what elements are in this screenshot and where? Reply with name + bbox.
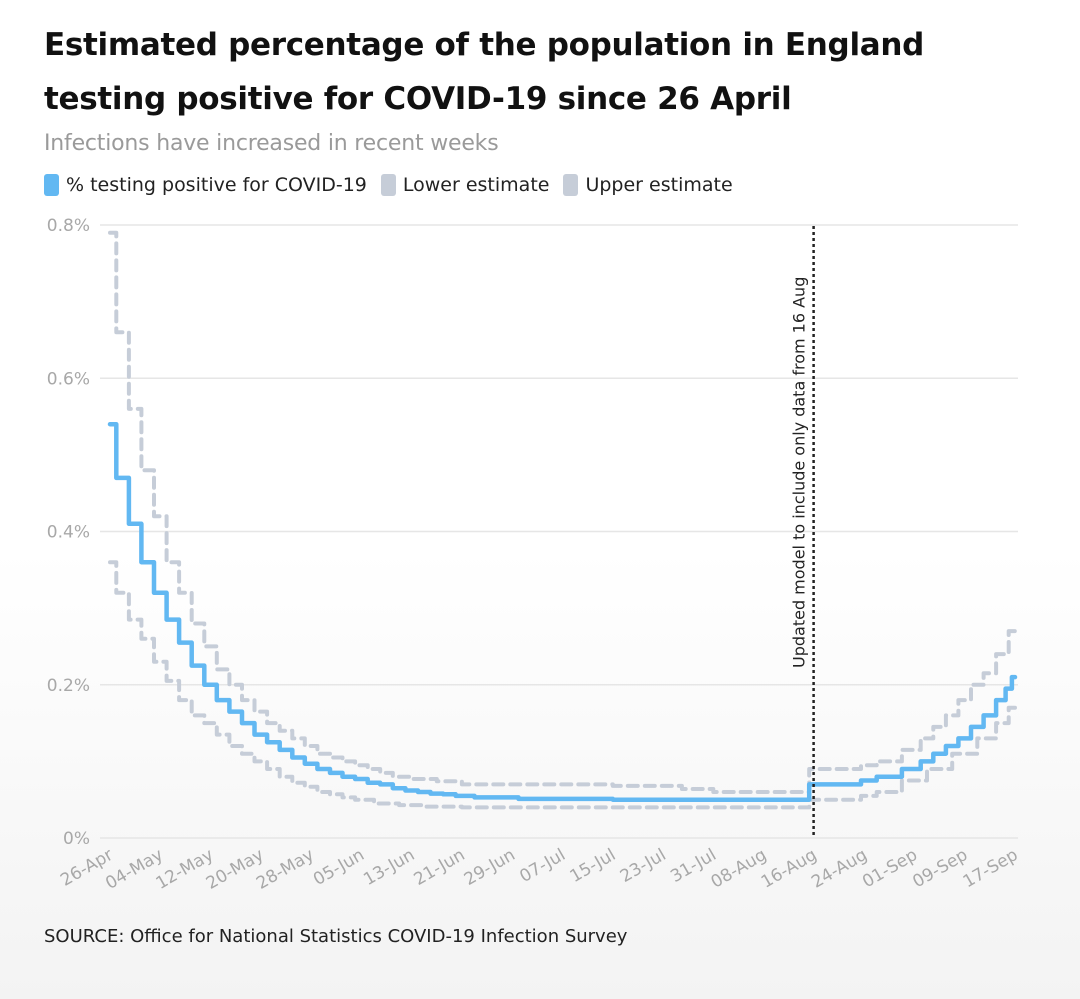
chart-subtitle: Infections have increased in recent week… [44,131,499,156]
x-tick-label: 04-May [102,845,166,894]
series-lines [107,230,1018,810]
legend-item-upper[interactable]: Upper estimate [563,174,733,196]
y-axis-ticks: 0% 0.2% 0.4% 0.6% 0.8% [47,216,90,849]
x-tick-label: 01-Sep [859,845,921,892]
legend-label-main: % testing positive for COVID-19 [66,174,367,196]
y-tick-label: 0.4% [47,523,90,543]
annotation-label: Updated model to include only data from … [790,277,809,668]
series-lower-estimate [108,560,1017,810]
legend-swatch-upper [563,174,579,196]
legend-item-main[interactable]: % testing positive for COVID-19 [44,174,367,196]
legend-swatch-lower [380,174,396,196]
legend-item-lower[interactable]: Lower estimate [380,174,550,196]
legend-label-lower: Lower estimate [402,174,550,196]
annotation: Updated model to include only data from … [790,226,815,838]
x-tick-label: 24-Aug [808,845,870,893]
x-tick-label: 20-May [203,845,267,894]
x-tick-label: 09-Sep [909,845,971,892]
x-tick-label: 23-Jul [617,845,670,887]
x-tick-label: 13-Jun [360,845,418,890]
y-tick-label: 0.6% [47,369,90,389]
legend-swatch-main [44,174,59,196]
x-tick-label: 05-Jun [310,845,368,890]
x-tick-label: 07-Jul [516,845,569,887]
x-tick-label: 28-May [253,845,317,894]
x-tick-label: 08-Aug [708,845,770,893]
chart-title: Estimated percentage of the population i… [44,27,925,117]
y-tick-label: 0.2% [47,676,90,696]
source-note: SOURCE: Office for National Statistics C… [44,926,628,947]
x-tick-label: 21-Jun [411,845,469,890]
y-tick-label: 0.8% [47,216,90,236]
x-tick-label: 15-Jul [567,845,620,887]
x-tick-label: 16-Aug [758,845,820,893]
series-main-positive [107,421,1018,802]
series-upper-estimate [108,230,1017,794]
x-tick-label: 29-Jun [461,845,519,890]
gridlines [100,224,1018,839]
x-tick-label: 17-Sep [960,845,1022,892]
legend-label-upper: Upper estimate [585,174,733,196]
x-axis-ticks: 26-Apr04-May12-May20-May28-May05-Jun13-J… [57,845,1021,894]
legend: % testing positive for COVID-19 Lower es… [44,174,747,196]
x-tick-label: 12-May [153,845,217,894]
y-tick-label: 0% [63,829,90,849]
